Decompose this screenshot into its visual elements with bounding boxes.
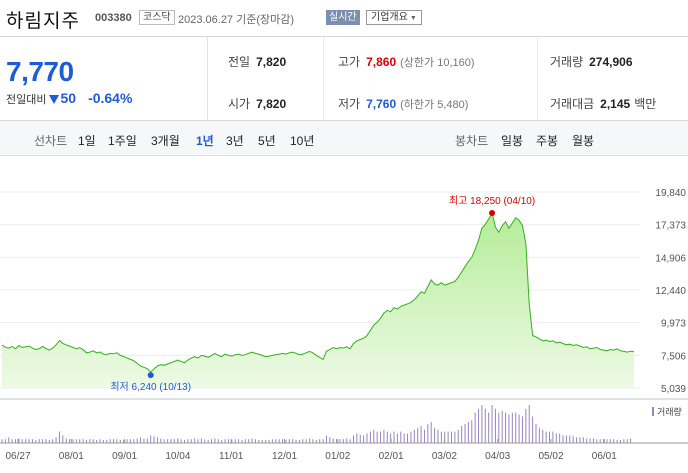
prev-close-label: 전일 (228, 55, 251, 69)
high-label: 고가 (338, 55, 361, 69)
x-axis: 06/27 08/01 09/01 10/04 11/01 12/01 01/02 02/01… (0, 439, 688, 462)
y-tick-label: 9,973 (661, 319, 686, 330)
stock-name: 하림지주 (6, 11, 80, 32)
x-tick-label: 06/01 (592, 451, 617, 462)
high-annotation: 최고 18,250 (04/10) (449, 195, 535, 207)
tab-1d[interactable]: 1일 (78, 134, 96, 148)
tab-monthly[interactable]: 월봉 (572, 134, 595, 148)
amount-stat: 거래대금 2,145 백만 (550, 95, 656, 112)
amount-unit: 백만 (634, 97, 657, 111)
chevron-down-icon: ▼ (409, 15, 417, 22)
company-info-label: 기업개요 (371, 12, 408, 23)
x-tick-label: 05/02 (538, 451, 563, 462)
price-chart: 19,84017,37314,90612,4409,9737,5065,039 … (0, 188, 688, 462)
x-tick-label: 12/01 (272, 451, 297, 462)
amount-label: 거래대금 (550, 97, 595, 111)
divider (323, 37, 324, 120)
volume-bars: 거래량 (1, 405, 682, 443)
x-tick-label: 03/02 (432, 451, 457, 462)
upper-limit: (상한가 10,160) (400, 57, 475, 69)
candle-chart-label: 봉차트 (455, 134, 489, 148)
tab-3m[interactable]: 3개월 (151, 134, 180, 148)
lower-limit: (하한가 5,480) (400, 99, 469, 111)
tab-1y[interactable]: 1년 (196, 134, 214, 148)
high-point-marker (489, 210, 496, 217)
stock-header: 하림지주 003380 코스닥 2023.06.27 기준(장마감) 실시간 기… (0, 0, 688, 36)
low-value: 7,760 (366, 97, 397, 111)
market-badge: 코스닥 (139, 10, 175, 25)
x-tick-label: 06/27 (5, 451, 30, 462)
tab-5y[interactable]: 5년 (258, 134, 276, 148)
open-stat: 시가 7,820 (228, 95, 286, 112)
x-tick-label: 04/03 (485, 451, 510, 462)
x-tick-label: 10/04 (165, 451, 190, 462)
change-label: 전일대비 (6, 94, 47, 106)
change-value: 50 (60, 90, 77, 106)
y-tick-label: 14,906 (655, 253, 686, 264)
volume-label: 거래량 (550, 55, 584, 69)
high-value: 7,860 (366, 55, 397, 69)
low-stat: 저가 7,760 (하한가 5,480) (338, 95, 468, 112)
x-tick-label: 01/02 (325, 451, 350, 462)
y-tick-label: 5,039 (661, 384, 686, 395)
x-tick-label: 08/01 (59, 451, 84, 462)
tab-daily[interactable]: 일봉 (501, 134, 524, 148)
annotations: 최고 18,250 (04/10) 최저 6,240 (10/13) (110, 195, 535, 393)
open-value: 7,820 (256, 97, 287, 111)
price-area (2, 213, 634, 388)
chart-period-tabs: 선차트 1일 1주일 3개월 1년 3년 5년 10년 봉차트 일봉 주봉 월봉 (0, 121, 688, 156)
change-percent: -0.64% (88, 90, 133, 106)
current-price-block: 7,770 전일대비 50 -0.64% (0, 37, 208, 120)
divider (537, 37, 538, 120)
high-stat: 고가 7,860 (상한가 10,160) (338, 53, 475, 70)
prev-close-stat: 전일 7,820 (228, 53, 286, 70)
y-tick-label: 17,373 (655, 221, 686, 232)
x-tick-label: 11/01 (219, 451, 244, 462)
realtime-button[interactable]: 실시간 (326, 10, 360, 25)
prev-close-value: 7,820 (256, 55, 287, 69)
amount-value: 2,145 (600, 97, 631, 111)
price-line (1, 211, 635, 373)
low-label: 저가 (338, 97, 361, 111)
tab-3y[interactable]: 3년 (226, 134, 244, 148)
tab-weekly[interactable]: 주봉 (536, 134, 559, 148)
y-axis: 19,840 17,373 14,906 12,440 9,973 7,506 5,039 (655, 188, 686, 395)
tab-10y[interactable]: 10년 (290, 134, 315, 148)
current-price: 7,770 (6, 56, 74, 87)
y-tick-label: 19,840 (655, 188, 686, 199)
x-tick-label: 02/01 (379, 451, 404, 462)
tab-1w[interactable]: 1주일 (108, 134, 137, 148)
company-info-dropdown[interactable]: 기업개요 ▼ (366, 10, 422, 25)
stock-code: 003380 (95, 12, 132, 24)
volume-stat: 거래량 274,906 (550, 53, 633, 70)
change-row: 전일대비 50 -0.64% (6, 90, 132, 107)
volume-legend-label: 거래량 (657, 406, 682, 417)
low-annotation: 최저 6,240 (10/13) (110, 381, 191, 393)
low-point-marker (147, 372, 154, 379)
volume-legend-swatch (652, 407, 654, 416)
price-summary: 7,770 전일대비 50 -0.64% 전일 7,820 시가 7,820 고가 7,8… (0, 36, 688, 121)
y-tick-label: 12,440 (655, 286, 686, 297)
base-date: 2023.06.27 기준(장마감) (178, 14, 295, 26)
line-chart-label: 선차트 (34, 134, 68, 148)
volume-value: 274,906 (589, 55, 633, 69)
down-triangle-icon (49, 95, 60, 104)
open-label: 시가 (228, 97, 251, 111)
x-tick-label: 09/01 (112, 451, 137, 462)
y-tick-label: 7,506 (661, 351, 686, 362)
